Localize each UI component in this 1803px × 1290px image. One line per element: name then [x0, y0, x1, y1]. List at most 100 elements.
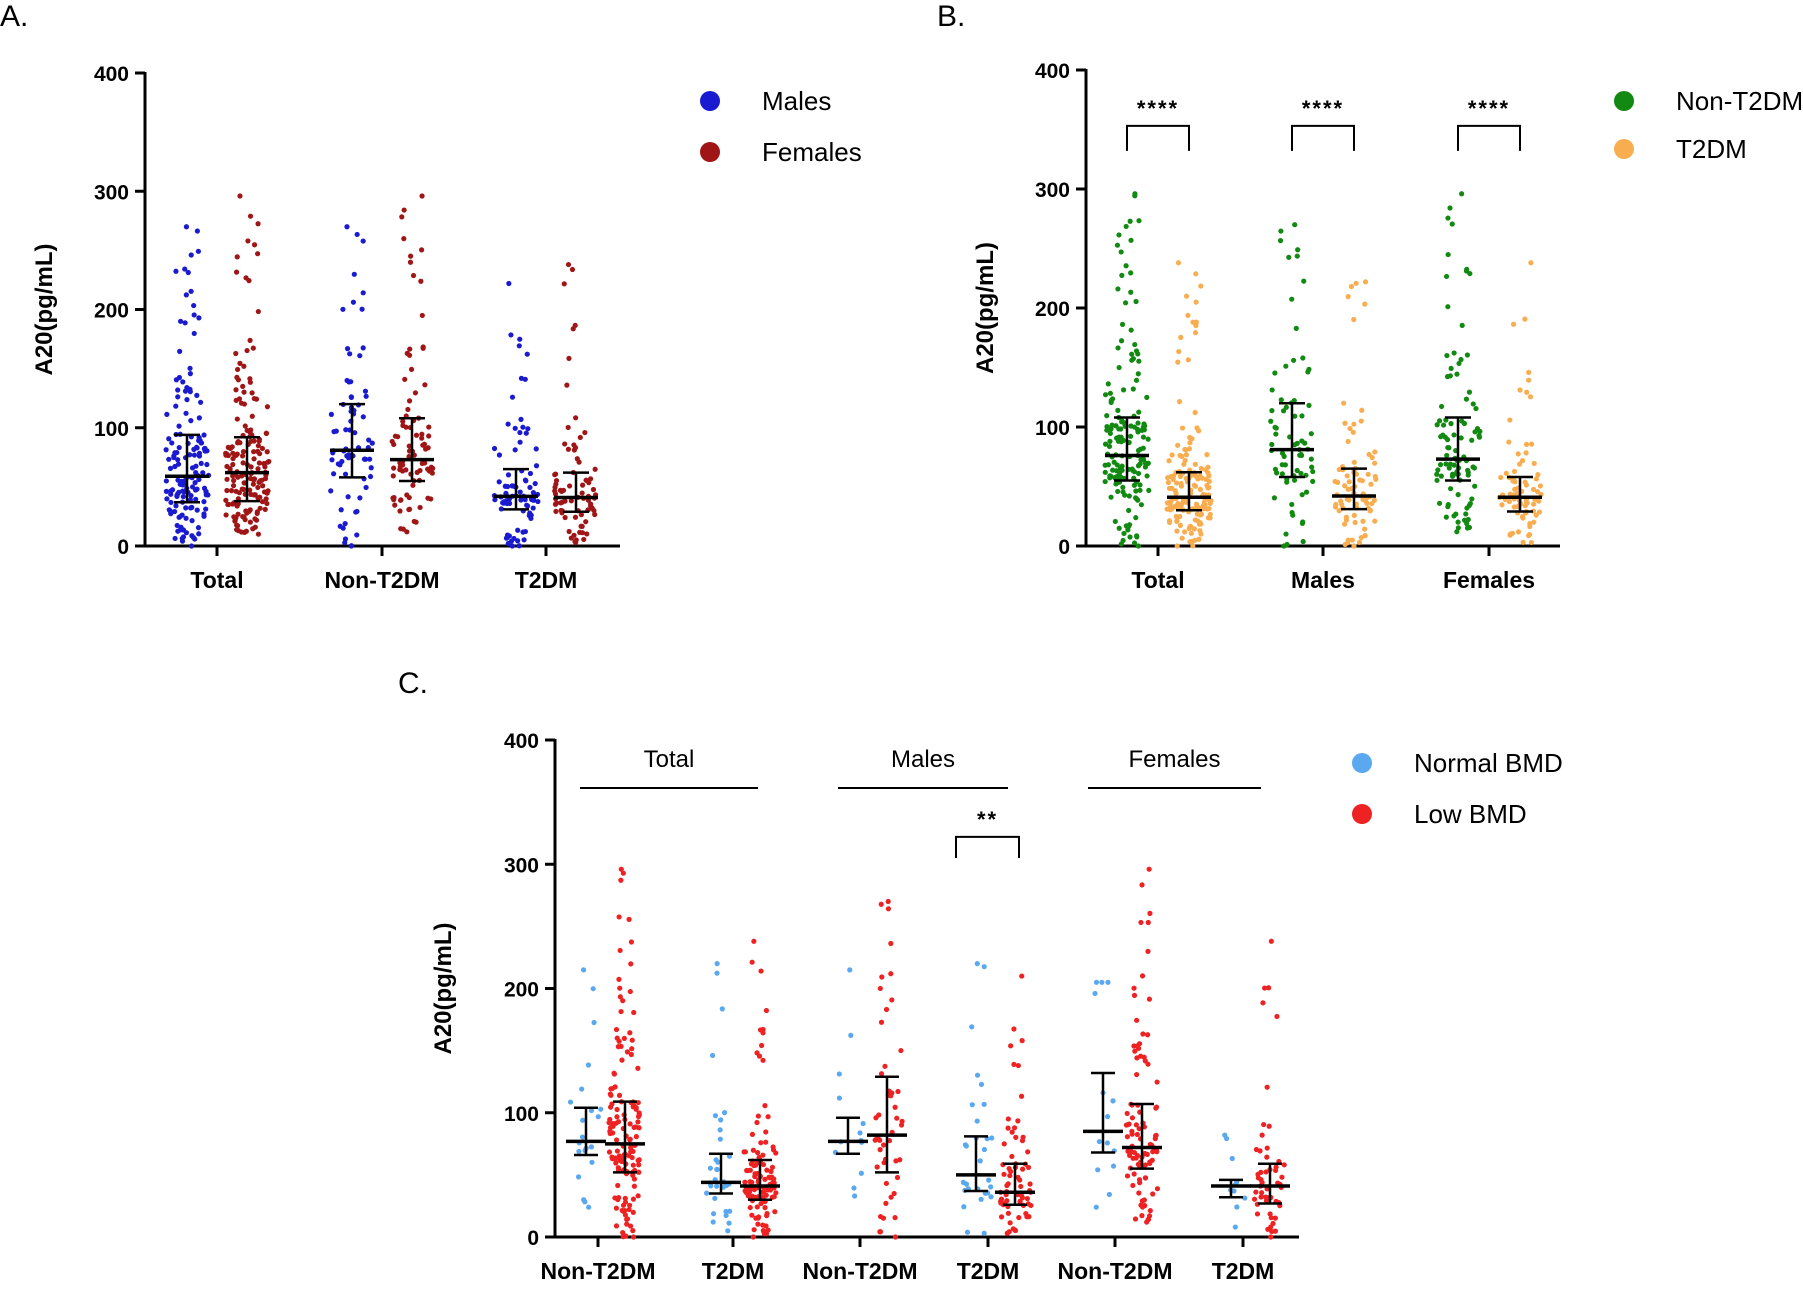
- series-normal-bmd-t2dm: [1211, 1132, 1251, 1230]
- data-point: [505, 472, 512, 478]
- data-point: [630, 1162, 636, 1168]
- data-point: [343, 427, 349, 433]
- data-point: [898, 1122, 905, 1128]
- data-point: [590, 986, 596, 992]
- data-point: [566, 528, 572, 535]
- data-point: [566, 355, 572, 362]
- data-point: [1145, 919, 1151, 926]
- data-point: [265, 459, 271, 465]
- series-t2dm-total: [1164, 260, 1214, 549]
- data-point: [1193, 319, 1199, 325]
- data-point: [610, 1120, 616, 1127]
- data-point: [878, 1071, 885, 1077]
- data-point: [1118, 434, 1124, 440]
- data-point: [237, 360, 243, 366]
- data-point: [204, 461, 210, 468]
- series-females-non-t2dm: [389, 193, 436, 535]
- data-point: [1136, 1126, 1142, 1132]
- data-point: [755, 1113, 761, 1119]
- data-point: [1174, 518, 1180, 524]
- data-point: [255, 466, 261, 472]
- data-point: [1175, 501, 1181, 507]
- data-point: [1365, 505, 1371, 511]
- data-point: [1102, 469, 1108, 475]
- data-point: [888, 1194, 894, 1200]
- data-point: [1132, 341, 1138, 348]
- data-point: [248, 438, 254, 444]
- data-point: [241, 401, 248, 407]
- data-point: [892, 1215, 898, 1221]
- y-tick-label: 300: [94, 181, 129, 204]
- data-point: [1351, 316, 1357, 323]
- data-point: [1124, 1173, 1131, 1179]
- data-point: [1133, 1122, 1139, 1128]
- data-point: [392, 433, 398, 439]
- data-point: [1444, 452, 1450, 459]
- data-point: [1204, 452, 1210, 458]
- data-point: [1123, 223, 1129, 230]
- data-point: [847, 967, 853, 973]
- data-point: [762, 1103, 768, 1109]
- data-point: [533, 463, 540, 469]
- data-point: [347, 351, 353, 357]
- data-point: [1166, 458, 1172, 464]
- data-point: [229, 501, 236, 507]
- data-point: [607, 1125, 614, 1131]
- data-point: [1179, 535, 1185, 541]
- data-point: [620, 1234, 626, 1240]
- data-point: [1136, 1190, 1142, 1196]
- data-point: [749, 1212, 755, 1218]
- data-point: [1526, 377, 1532, 383]
- group-header-females: Females: [1088, 746, 1261, 789]
- series-non-t2dm-males: [1268, 222, 1316, 549]
- series-low-bmd-non-t2dm: [605, 866, 645, 1240]
- data-point: [1242, 1195, 1248, 1201]
- data-point: [860, 1120, 866, 1127]
- data-point: [1271, 495, 1278, 501]
- data-point: [203, 506, 209, 512]
- data-point: [240, 448, 247, 455]
- data-point: [1351, 512, 1357, 518]
- data-point: [1351, 459, 1357, 465]
- series-low-bmd-non-t2dm: [1122, 866, 1162, 1225]
- data-point: [709, 1052, 716, 1059]
- data-point: [234, 522, 240, 528]
- data-point: [773, 1190, 779, 1196]
- data-point: [562, 441, 568, 447]
- significance-label: ****: [1302, 96, 1344, 121]
- data-point: [173, 403, 179, 409]
- data-point: [1466, 524, 1473, 531]
- data-point: [421, 441, 428, 447]
- data-point: [626, 916, 632, 922]
- data-point: [348, 394, 355, 400]
- data-point: [259, 445, 266, 452]
- data-point: [405, 406, 411, 413]
- data-point: [241, 363, 247, 369]
- data-point: [577, 434, 583, 441]
- data-point: [1458, 356, 1464, 363]
- data-point: [1292, 442, 1298, 448]
- x-category-label: Non-T2DM: [541, 1258, 656, 1284]
- data-point: [1108, 494, 1114, 500]
- data-point: [1299, 492, 1305, 498]
- data-point: [616, 1092, 623, 1099]
- data-point: [1498, 474, 1504, 481]
- data-point: [1265, 1226, 1271, 1232]
- data-point: [1519, 458, 1526, 464]
- data-point: [252, 492, 258, 498]
- data-point: [262, 506, 268, 512]
- data-point: [184, 397, 190, 403]
- data-point: [1463, 396, 1470, 402]
- data-point: [714, 970, 720, 976]
- data-point: [183, 292, 189, 298]
- data-point: [233, 269, 240, 275]
- data-point: [1140, 424, 1146, 430]
- data-point: [245, 238, 251, 244]
- data-point: [192, 536, 198, 542]
- data-point: [1025, 1149, 1031, 1155]
- y-tick-label: 400: [1035, 60, 1070, 83]
- series-normal-bmd-non-t2dm: [828, 967, 868, 1199]
- data-point: [1106, 443, 1113, 450]
- data-point: [1005, 1210, 1012, 1216]
- data-point: [1445, 304, 1451, 310]
